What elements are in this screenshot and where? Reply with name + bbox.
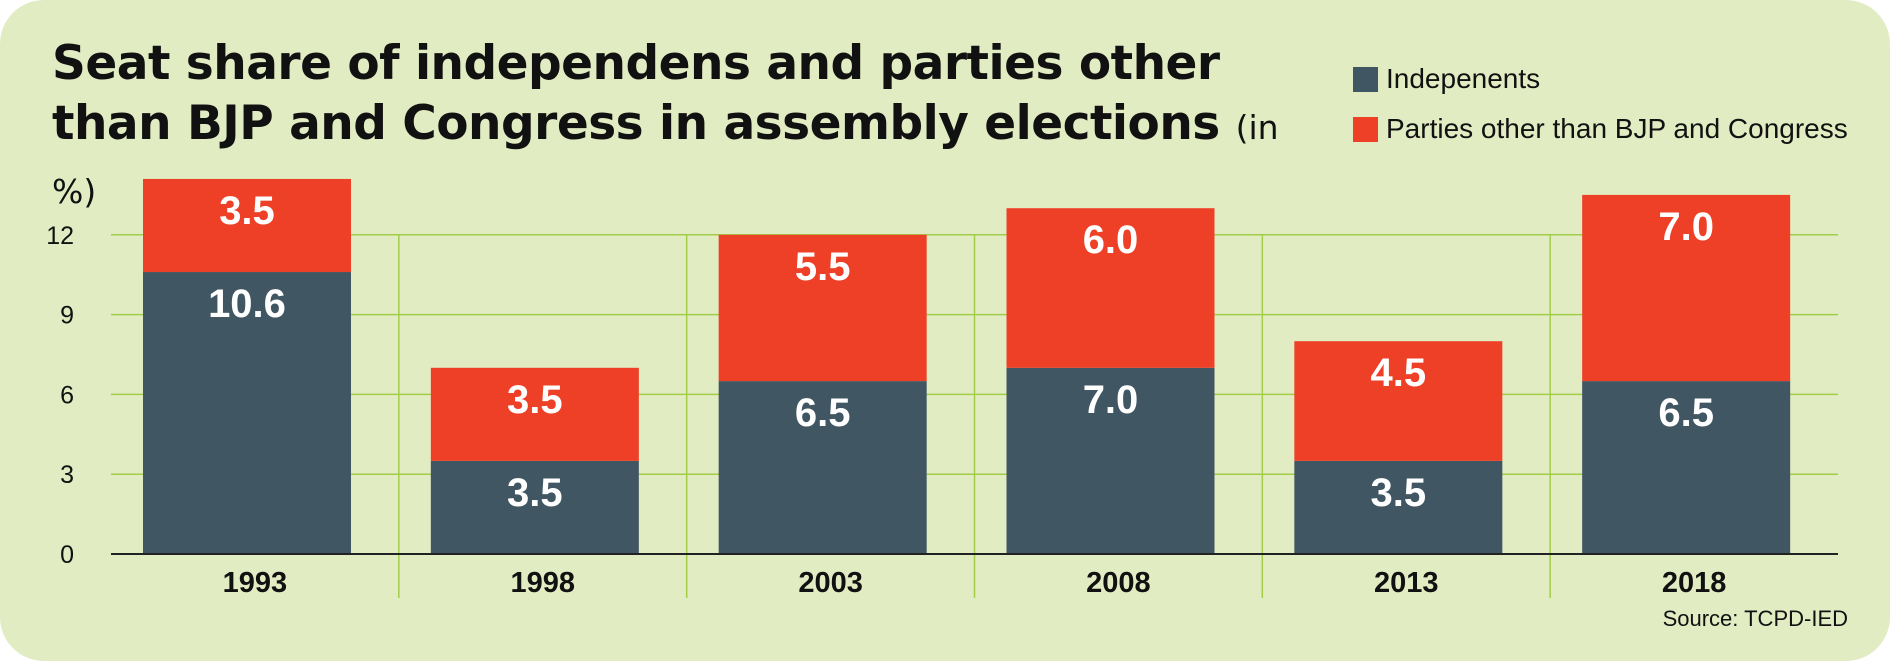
data-label-other-parties-1993: 3.5 bbox=[219, 189, 275, 233]
bar-independents-2003 bbox=[718, 381, 927, 554]
data-label-other-parties-2003: 5.5 bbox=[795, 245, 851, 289]
bar-independents-1993 bbox=[143, 272, 351, 554]
legend-item-other-parties: Parties other than BJP and Congress bbox=[1353, 113, 1848, 144]
bar-other-parties-1993 bbox=[143, 178, 351, 273]
data-label-other-parties-2018: 7.0 bbox=[1658, 205, 1714, 249]
bar-other-parties-2003 bbox=[718, 234, 927, 382]
legend-swatch-independents bbox=[1353, 66, 1378, 92]
x-tick-label-1998: 1998 bbox=[510, 567, 575, 599]
legend-swatch-other-parties bbox=[1353, 116, 1378, 142]
bar-independents-2018 bbox=[1582, 381, 1791, 554]
x-tick-label-2018: 2018 bbox=[1662, 567, 1727, 599]
data-label-independents-2003: 6.5 bbox=[795, 391, 851, 435]
x-tick-label-1993: 1993 bbox=[223, 567, 288, 599]
chart-title-text: Seat share of independens and parties ot… bbox=[52, 36, 1220, 151]
x-tick-label-2013: 2013 bbox=[1374, 567, 1439, 599]
legend-label-other-parties: Parties other than BJP and Congress bbox=[1386, 113, 1848, 144]
legend-label-independents: Indepenents bbox=[1386, 63, 1541, 94]
data-label-independents-2013: 3.5 bbox=[1371, 471, 1427, 515]
legend-item-independents: Indepenents bbox=[1353, 63, 1541, 94]
bar-other-parties-1998 bbox=[430, 367, 639, 461]
data-label-independents-1993: 10.6 bbox=[208, 282, 286, 326]
bar-other-parties-2008 bbox=[1006, 208, 1215, 368]
y-tick-label-3: 9 bbox=[60, 302, 74, 330]
x-tick-label-2008: 2008 bbox=[1086, 567, 1151, 599]
data-label-other-parties-1998: 3.5 bbox=[507, 378, 563, 422]
chart-unit: (in %) bbox=[52, 108, 1279, 211]
x-tick-label-2003: 2003 bbox=[798, 567, 863, 599]
y-tick-label-1: 3 bbox=[60, 461, 74, 489]
bar-independents-2008 bbox=[1006, 367, 1215, 554]
data-label-independents-2008: 7.0 bbox=[1083, 378, 1139, 422]
chart-title: Seat share of independens and parties ot… bbox=[52, 34, 1302, 222]
y-tick-label-4: 12 bbox=[46, 222, 74, 250]
data-label-independents-2018: 6.5 bbox=[1658, 391, 1714, 435]
y-tick-label-0: 0 bbox=[60, 541, 74, 569]
y-tick-label-2: 6 bbox=[60, 381, 74, 409]
data-label-independents-1998: 3.5 bbox=[507, 471, 563, 515]
data-label-other-parties-2008: 6.0 bbox=[1083, 218, 1139, 262]
bar-other-parties-2018 bbox=[1582, 194, 1791, 382]
data-label-other-parties-2013: 4.5 bbox=[1371, 351, 1427, 395]
bar-other-parties-2013 bbox=[1294, 341, 1503, 461]
bar-independents-2013 bbox=[1294, 460, 1503, 554]
bar-independents-1998 bbox=[430, 460, 639, 554]
source-note: Source: TCPD-IED bbox=[1662, 606, 1848, 631]
